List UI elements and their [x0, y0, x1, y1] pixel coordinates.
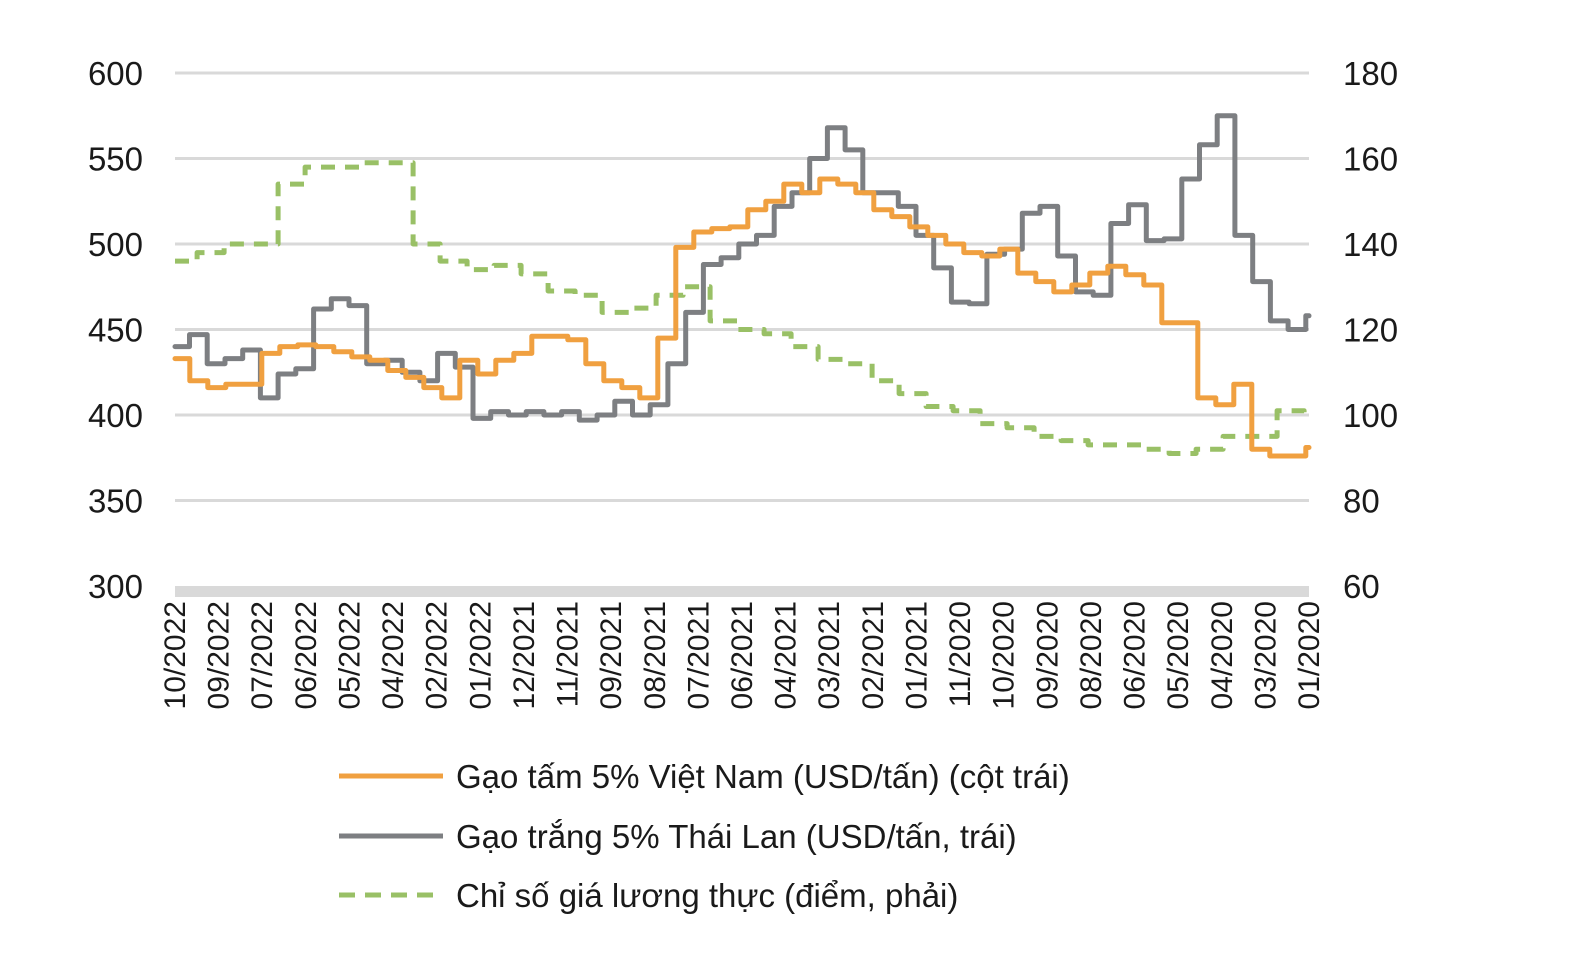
right-tick-label: 80: [1343, 483, 1380, 520]
x-tick-label: 12/2021: [508, 601, 541, 709]
legend-label-1: Gạo trắng 5% Thái Lan (USD/tấn, trái): [456, 818, 1017, 855]
left-tick-label: 550: [88, 141, 143, 178]
right-tick-label: 100: [1343, 397, 1398, 434]
left-axis: 600 550 500 450 400 350 300: [88, 55, 143, 605]
x-tick-label: 02/2021: [857, 601, 890, 709]
x-tick-label: 11/2021: [552, 601, 585, 707]
right-tick-label: 60: [1343, 568, 1380, 605]
x-tick-label: 11/2020: [944, 601, 977, 707]
x-tick-label: 10/2022: [159, 601, 192, 709]
x-tick-label: 08/2021: [639, 601, 672, 709]
x-tick-label: 03/2020: [1249, 601, 1282, 709]
right-tick-label: 160: [1343, 141, 1398, 178]
left-tick-label: 350: [88, 483, 143, 520]
x-tick-label: 01/2020: [1293, 601, 1326, 709]
x-tick-label: 06/2022: [290, 601, 323, 709]
legend-label-2: Chỉ số giá lương thực (điểm, phải): [456, 877, 958, 914]
left-tick-label: 600: [88, 55, 143, 92]
series-line-1: [172, 113, 1312, 423]
series-lines: [172, 113, 1312, 459]
x-tick-label: 06/2021: [726, 601, 759, 709]
x-tick-label: 04/2022: [377, 601, 410, 709]
x-tick-label: 04/2021: [770, 601, 803, 709]
x-tick-label: 07/2022: [246, 601, 279, 709]
x-tick-label: 07/2021: [682, 601, 715, 709]
left-tick-label: 450: [88, 312, 143, 349]
legend: Gạo tấm 5% Việt Nam (USD/tấn) (cột trái)…: [339, 758, 1070, 914]
x-tick-label: 09/2021: [595, 601, 628, 709]
x-axis-baseline: [175, 586, 1309, 597]
left-tick-label: 500: [88, 226, 143, 263]
x-tick-label: 02/2022: [421, 601, 454, 709]
right-tick-label: 180: [1343, 55, 1398, 92]
x-tick-label: 10/2020: [988, 601, 1021, 709]
left-tick-label: 300: [88, 568, 143, 605]
x-tick-label: 08/2020: [1075, 601, 1108, 709]
x-tick-label: 04/2020: [1206, 601, 1239, 709]
x-tick-label: 05/2022: [333, 601, 366, 709]
x-tick-label: 03/2021: [813, 601, 846, 709]
right-tick-label: 140: [1343, 226, 1398, 263]
x-tick-label: 05/2020: [1162, 601, 1195, 709]
right-axis: 180 160 140 120 100 80 60: [1343, 55, 1398, 605]
series-line-0: [172, 176, 1312, 459]
x-tick-label: 09/2022: [203, 601, 236, 709]
x-axis: 10/2022 09/2022 07/2022 06/2022 05/2022 04/20…: [159, 601, 1326, 709]
legend-label-0: Gạo tấm 5% Việt Nam (USD/tấn) (cột trái): [456, 758, 1070, 795]
x-tick-label: 06/2020: [1119, 601, 1152, 709]
x-tick-label: 01/2021: [900, 601, 933, 709]
x-tick-label: 01/2022: [464, 601, 497, 709]
left-tick-label: 400: [88, 397, 143, 434]
x-tick-label: 09/2020: [1031, 601, 1064, 709]
right-tick-label: 120: [1343, 312, 1398, 349]
gridlines: [175, 71, 1309, 502]
